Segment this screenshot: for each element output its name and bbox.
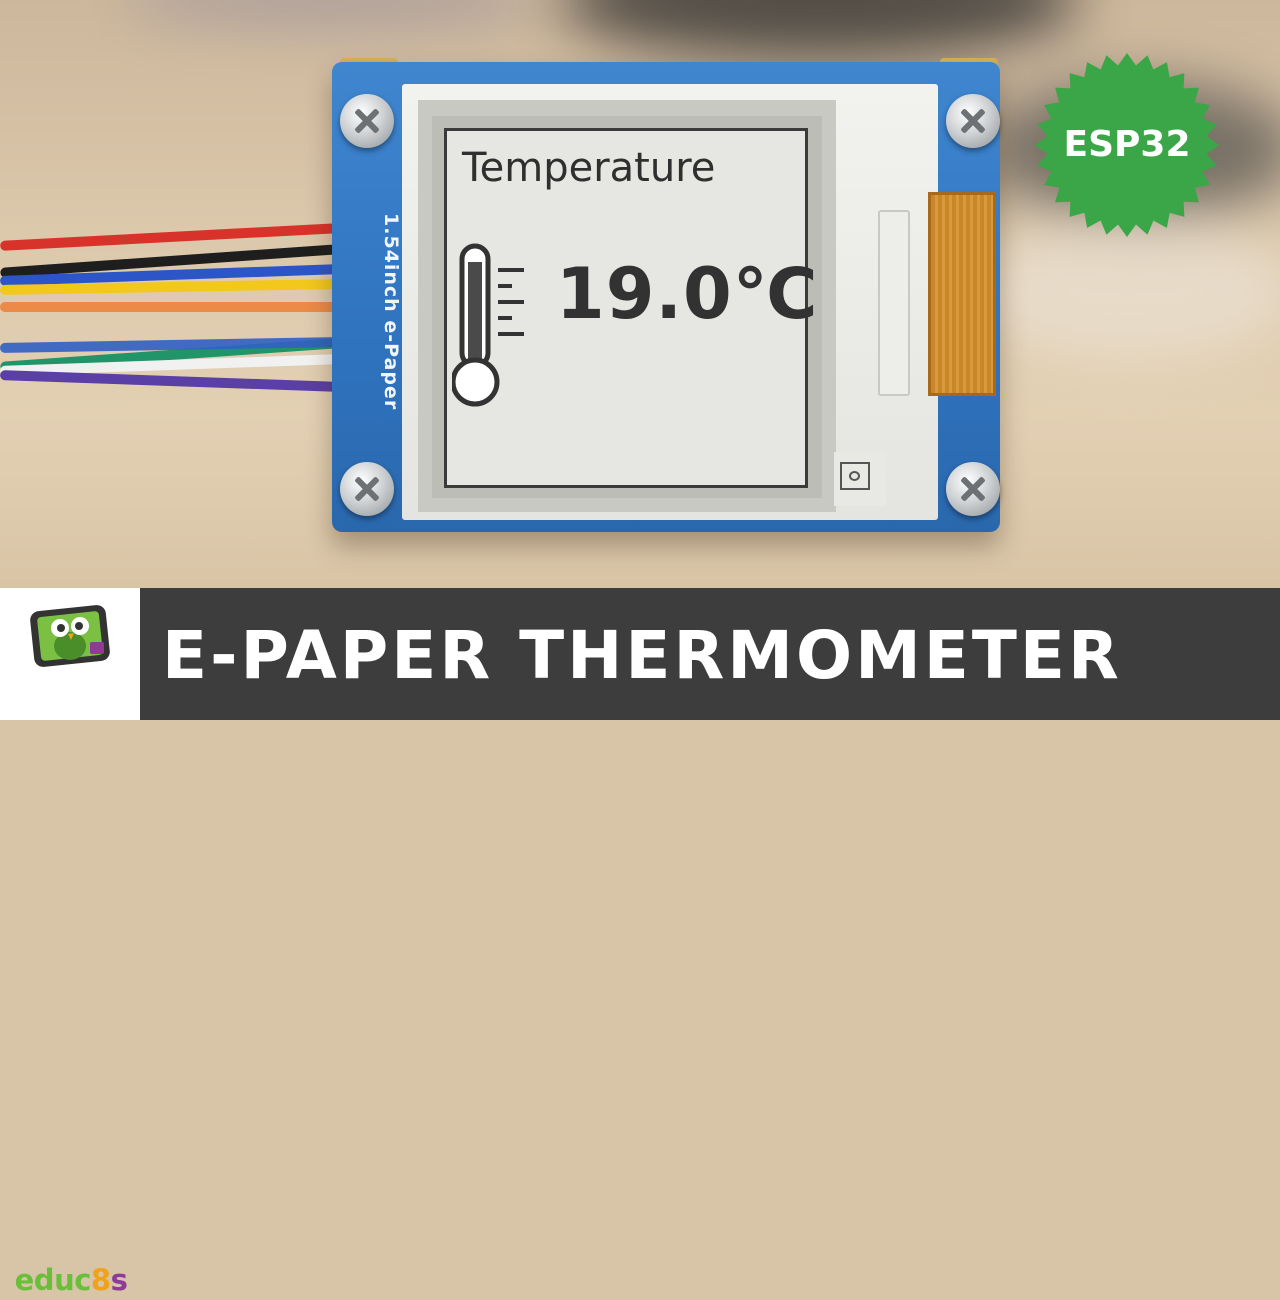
esp32-badge-label: ESP32 bbox=[1063, 124, 1191, 165]
logo-part: educ bbox=[14, 1263, 92, 1297]
screw-bottom-left bbox=[340, 462, 394, 516]
thermometer-icon bbox=[452, 243, 524, 407]
screw-top-right bbox=[946, 94, 1000, 148]
screw-top-left bbox=[340, 94, 394, 148]
esp32-badge bbox=[1035, 53, 1219, 237]
wire-purple bbox=[0, 370, 341, 392]
logo-part: 8 bbox=[90, 1263, 111, 1297]
display-title: Temperature bbox=[462, 145, 716, 191]
screw-bottom-right bbox=[946, 462, 1000, 516]
brand-logo: educ8s bbox=[0, 588, 140, 1297]
wire-orange bbox=[0, 302, 340, 312]
epaper-display-frame bbox=[444, 128, 808, 488]
temperature-readout: 19.0℃ bbox=[556, 253, 819, 335]
panel-corner-marker bbox=[840, 462, 870, 490]
flex-connector bbox=[878, 210, 910, 396]
owl-tablet-icon bbox=[30, 605, 110, 667]
panel-corner-notch bbox=[834, 452, 886, 506]
photo-scene: 1.54inch e-Paper Temperature 19.0℃ ESP32 bbox=[0, 0, 1280, 588]
background-blur-wire-left bbox=[120, 0, 540, 20]
flex-cable bbox=[928, 192, 996, 396]
banner-title: E-PAPER THERMOMETER bbox=[162, 617, 1122, 694]
title-banner bbox=[0, 588, 1280, 720]
logo-part: s bbox=[110, 1263, 128, 1297]
background-blur-breadboard bbox=[960, 220, 1280, 360]
background-blur-electronics bbox=[560, 0, 1080, 60]
logo-wordmark: educ8s bbox=[2, 1260, 140, 1300]
